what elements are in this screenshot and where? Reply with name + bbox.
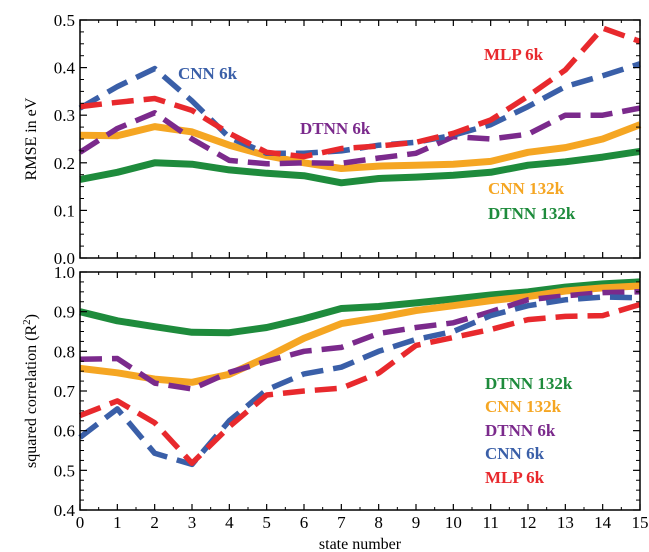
y-tick-label: 0.8: [54, 342, 75, 361]
x-tick-label: 1: [113, 513, 122, 532]
y-tick-label: 0.0: [54, 249, 75, 268]
x-tick-label: 15: [632, 513, 649, 532]
y-axis-label: squared correlation (R2): [21, 314, 40, 468]
y-tick-label: 1.0: [54, 263, 75, 282]
x-tick-label: 5: [262, 513, 271, 532]
legend-label-mlp-6k: MLP 6k: [484, 45, 544, 64]
series-line-cnn-6k: [78, 294, 641, 468]
series-line-cnn-132k: [79, 282, 641, 386]
y-axis-label: RMSE in eV: [23, 97, 40, 180]
x-tick-label: 4: [225, 513, 234, 532]
x-tick-label: 3: [188, 513, 197, 532]
x-tick-label: 0: [76, 513, 85, 532]
panel-rmse: 0.0 0.1 0.2 0.3 0.4 0.5 RMSE in eV DTNN 132k CNN…: [23, 11, 642, 268]
y-tick-label: 0.4: [54, 501, 76, 520]
y-tick-label: 0.6: [54, 422, 75, 441]
y-tick-label: 0.2: [54, 154, 75, 173]
legend-label-dtnn-132k: DTNN 132k: [488, 204, 576, 223]
legend-label-cnn-132k: CNN 132k: [488, 179, 565, 198]
x-tick-label: 6: [300, 513, 309, 532]
x-tick-label: 7: [337, 513, 346, 532]
series-line-dtnn-6k: [79, 289, 641, 392]
y-tick-label: 0.4: [54, 59, 76, 78]
series-line-dtnn-6k: [78, 105, 641, 167]
x-tick-label: 10: [445, 513, 462, 532]
series-line-dtnn-132k: [79, 278, 641, 337]
series-line-mlp-6k: [78, 301, 641, 466]
y-tick-label: 0.5: [54, 11, 75, 30]
x-tick-label: 14: [594, 513, 612, 532]
x-tick-label: 2: [150, 513, 159, 532]
y-tick-label: 0.1: [54, 201, 75, 220]
x-axis-label: state number: [319, 536, 402, 552]
y-tick-label: 0.5: [54, 461, 75, 480]
x-tick-label: 9: [412, 513, 421, 532]
legend-label-mlp-6k: MLP 6k: [485, 468, 545, 487]
series-line-dtnn-132k: [79, 147, 641, 187]
legend-label-cnn-6k: CNN 6k: [178, 64, 238, 83]
panel-correlation: 0 1 2 3 4 5 6 7 8 9 10 11 12 13 14 150.40.50.60.70.80.9…: [21, 263, 649, 552]
series-line-mlp-6k: [79, 25, 641, 160]
legend-label-dtnn-6k: DTNN 6k: [485, 421, 556, 440]
legend-label-cnn-6k: CNN 6k: [485, 444, 545, 463]
y-tick-label: 0.7: [54, 382, 76, 401]
x-tick-label: 8: [374, 513, 383, 532]
y-tick-label: 0.9: [54, 303, 75, 322]
x-tick-label: 13: [557, 513, 574, 532]
x-tick-label: 12: [520, 513, 537, 532]
legend-label-cnn-132k: CNN 132k: [485, 397, 562, 416]
legend-label-dtnn-132k: DTNN 132k: [485, 374, 573, 393]
x-tick-label: 11: [482, 513, 498, 532]
legend-label-dtnn-6k: DTNN 6k: [300, 119, 371, 138]
y-tick-label: 0.3: [54, 106, 75, 125]
series-line-cnn-6k: [78, 61, 641, 157]
